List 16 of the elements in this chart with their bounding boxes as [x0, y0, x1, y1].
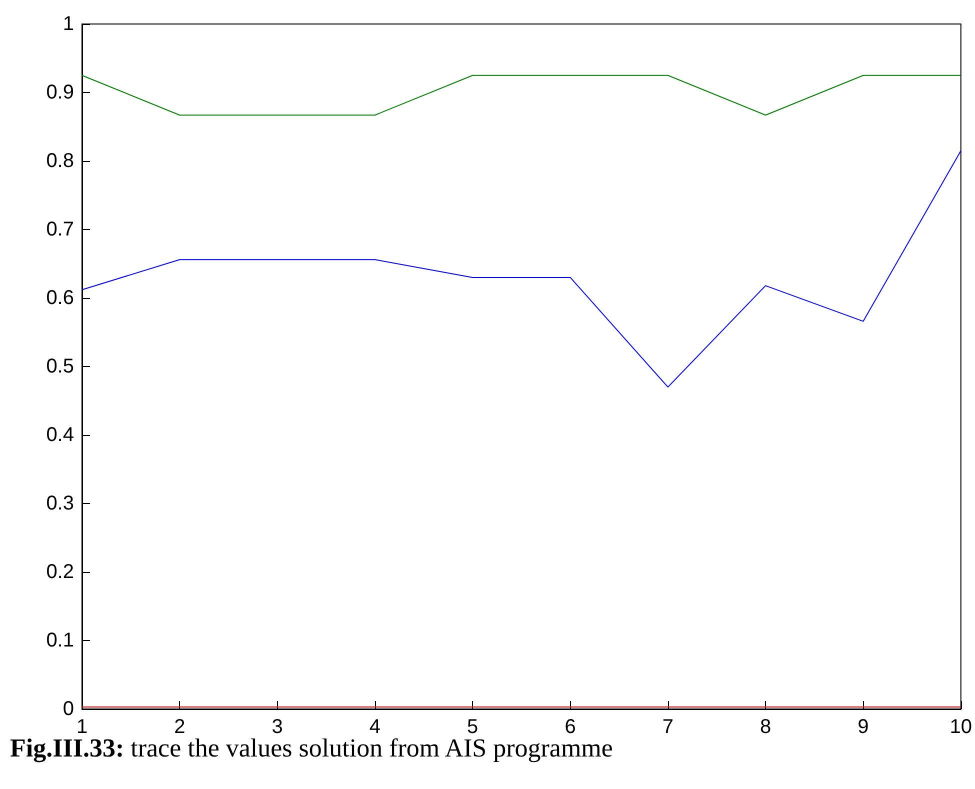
x-tick-label: 8 — [760, 716, 772, 738]
line-series — [82, 150, 962, 388]
y-tick-label: 1 — [62, 13, 74, 35]
y-tick-label: 0 — [62, 698, 74, 720]
y-tick-label: 0.3 — [46, 492, 74, 514]
y-tick-label: 0.2 — [46, 561, 74, 583]
y-tick-label: 0.5 — [46, 356, 74, 378]
y-tick-label: 0.1 — [46, 630, 74, 652]
x-tick-label: 9 — [858, 716, 869, 738]
y-tick-label: 0.4 — [46, 424, 74, 446]
y-tick-label: 0.9 — [46, 82, 74, 104]
y-tick-label: 0.7 — [46, 218, 74, 240]
x-tick-label: 10 — [950, 716, 972, 738]
y-tick-label: 0.8 — [46, 150, 74, 172]
y-tick-label: 0.6 — [46, 287, 74, 309]
x-tick-label: 7 — [662, 716, 674, 738]
